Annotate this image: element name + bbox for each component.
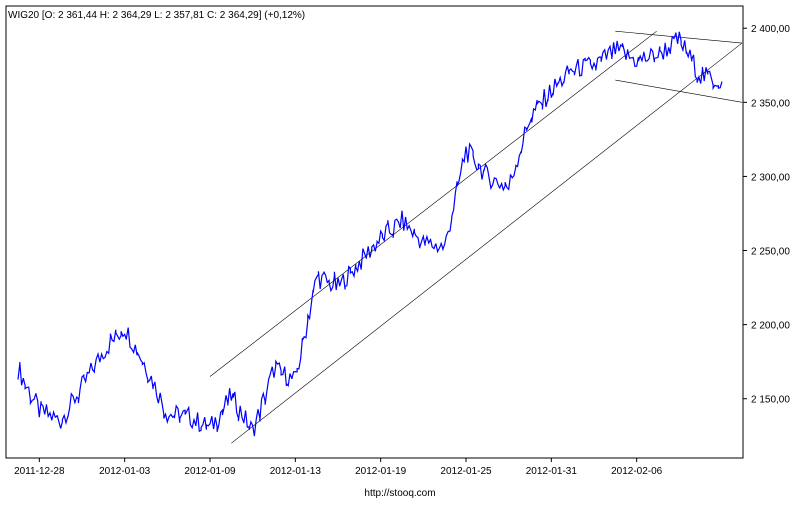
y-tick-label: 2 200,00 xyxy=(751,321,790,332)
source-footer: http://stooq.com xyxy=(364,488,435,499)
y-axis: 2 150,00 2 200,00 2 250,00 2 300,00 2 350,00… xyxy=(743,24,790,406)
y-tick-label: 2 250,00 xyxy=(751,247,790,258)
y-tick-label: 2 150,00 xyxy=(751,395,790,406)
y-tick-label: 2 300,00 xyxy=(751,172,790,183)
x-tick-label: 2012-01-31 xyxy=(526,466,578,477)
x-tick-label: 2012-01-03 xyxy=(99,466,151,477)
y-tick-label: 2 400,00 xyxy=(751,24,790,35)
x-tick-label: 2012-01-25 xyxy=(440,466,492,477)
x-axis: 2011-12-28 2012-01-03 2012-01-09 2012-01-13… xyxy=(14,458,663,477)
plot-frame xyxy=(5,5,744,459)
y-tick-label: 2 350,00 xyxy=(751,98,790,109)
price-series xyxy=(17,31,723,437)
channel-lower-line xyxy=(231,42,743,444)
series-line-wig20 xyxy=(17,31,723,437)
x-tick-label: 2011-12-28 xyxy=(14,466,65,477)
channel-upper-line xyxy=(209,30,657,377)
x-tick-label: 2012-01-13 xyxy=(270,466,322,477)
wedge-lower-line xyxy=(615,79,743,103)
x-tick-label: 2012-02-06 xyxy=(611,466,663,477)
x-tick-label: 2012-01-09 xyxy=(184,466,236,477)
legend-text: WIG20 [O: 2 361,44 H: 2 364,29 L: 2 357,… xyxy=(8,10,305,21)
x-tick-label: 2012-01-19 xyxy=(355,466,407,477)
